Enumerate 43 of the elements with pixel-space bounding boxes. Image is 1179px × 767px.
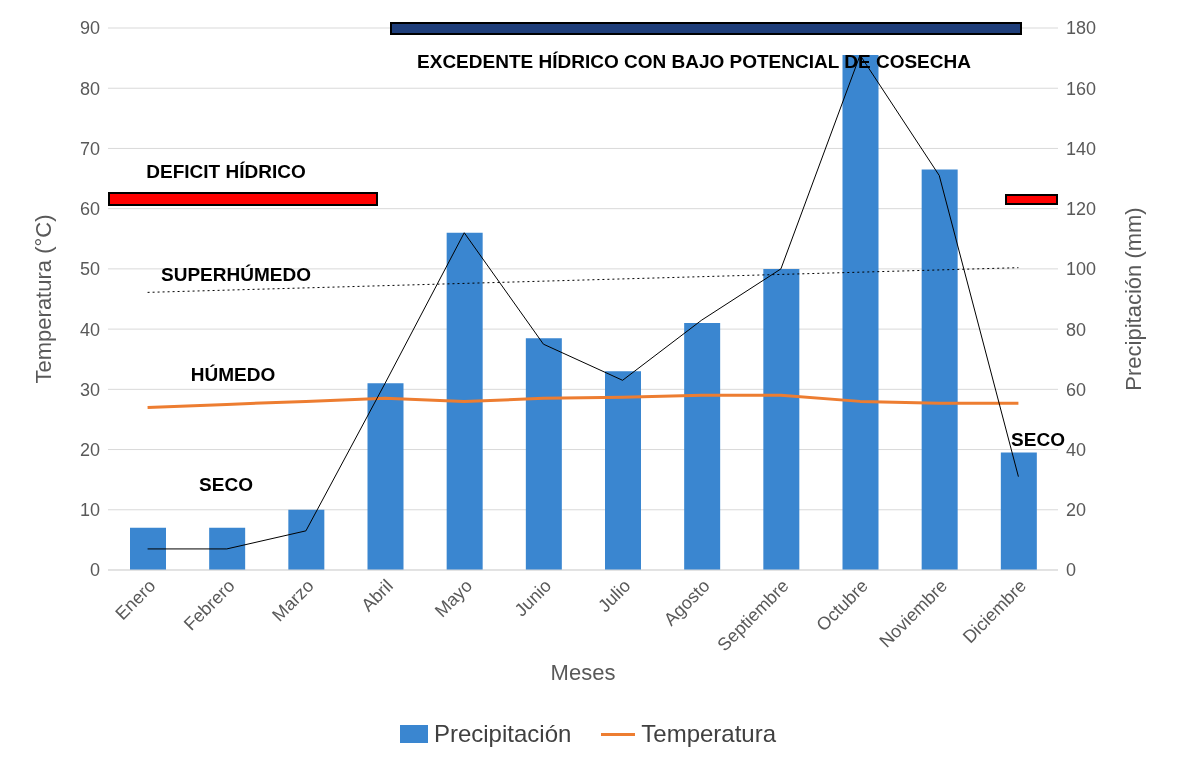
bar: [684, 323, 721, 570]
y2-tick-label: 60: [1066, 379, 1087, 400]
bar: [605, 371, 641, 570]
legend-label: Temperatura: [640, 720, 777, 748]
y2-tick-label: 0: [1066, 560, 1077, 581]
annotation: SECO: [199, 474, 253, 496]
y-tick-label: 30: [79, 379, 100, 400]
y2-tick-label: 120: [1066, 199, 1097, 220]
y-axis-title: Temperatura (°C): [30, 214, 56, 384]
y-tick-label: 80: [79, 78, 100, 99]
x-axis-title: Meses: [550, 660, 616, 685]
y2-tick-label: 100: [1066, 259, 1097, 280]
y2-axis-title: Precipitación (mm): [1120, 207, 1146, 391]
y2-tick-label: 160: [1066, 78, 1097, 99]
y-tick-label: 40: [79, 319, 100, 340]
y-tick-label: 10: [79, 500, 100, 521]
y-tick-label: 70: [79, 138, 100, 159]
y2-tick-label: 140: [1066, 138, 1097, 159]
line-series: [146, 393, 1020, 409]
bar: [525, 338, 562, 570]
bar: [446, 232, 483, 570]
bar: [130, 527, 166, 570]
annotation: DEFICIT HÍDRICO: [146, 161, 306, 183]
annotation: SUPERHÚMEDO: [161, 264, 311, 286]
y2-tick-label: 40: [1066, 439, 1087, 460]
annotation: SECO: [1011, 429, 1065, 451]
legend-label: Precipitación: [432, 720, 572, 748]
y-tick-label: 20: [79, 439, 100, 460]
bar: [367, 383, 404, 570]
y2-tick-label: 20: [1066, 500, 1087, 521]
y-tick-label: 90: [79, 18, 100, 39]
y-tick-label: 0: [89, 560, 100, 581]
x-tick-label: Julio: [594, 575, 635, 617]
bar: [763, 268, 800, 570]
y2-tick-label: 80: [1066, 319, 1087, 340]
annotation: HÚMEDO: [190, 364, 276, 386]
bar: [921, 169, 958, 570]
y-tick-label: 60: [79, 199, 100, 220]
bar: [288, 509, 325, 570]
bar: [1000, 452, 1037, 570]
bar: [209, 527, 246, 570]
y2-tick-label: 180: [1066, 18, 1097, 39]
y-tick-label: 50: [79, 259, 100, 280]
